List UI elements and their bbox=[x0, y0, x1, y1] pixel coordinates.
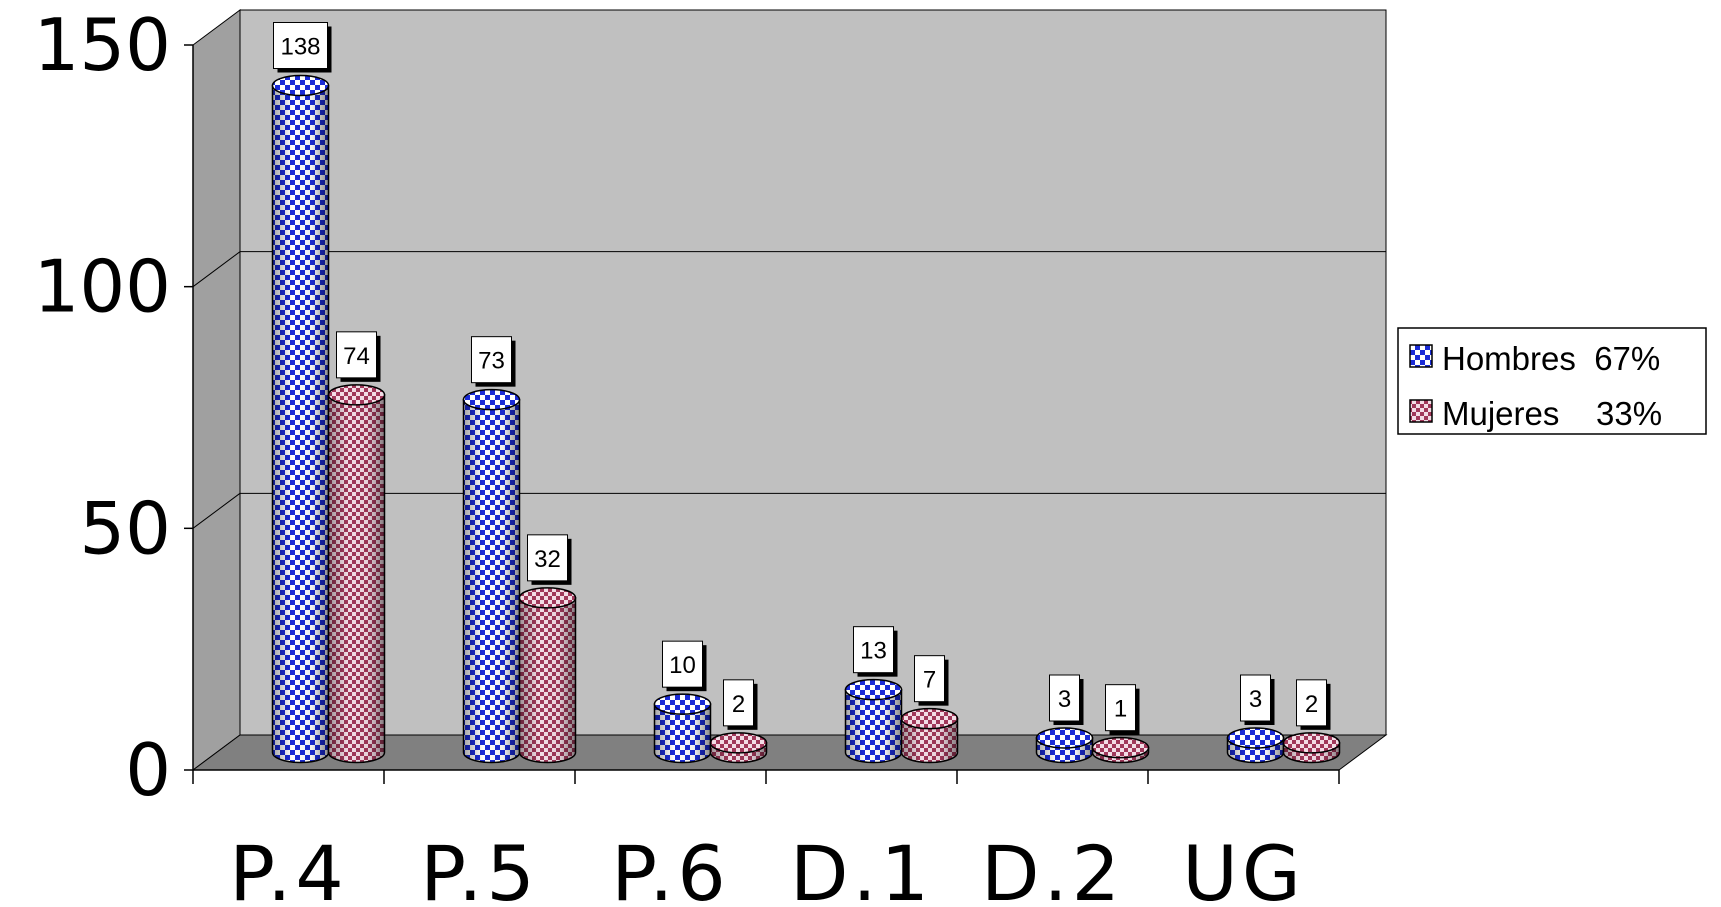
data-label-box bbox=[914, 655, 945, 703]
x-tick-label: P.6 bbox=[611, 829, 730, 907]
bar-shade bbox=[901, 718, 958, 763]
bar-shade bbox=[845, 689, 902, 763]
bar-top bbox=[1091, 736, 1150, 759]
bar-top bbox=[271, 74, 330, 97]
bar-top bbox=[327, 384, 386, 406]
bar-hombres-P.4 bbox=[271, 74, 330, 764]
data-label-hombres-P.5: 73 bbox=[471, 336, 516, 387]
bar-shade bbox=[519, 597, 576, 763]
bar-shade bbox=[328, 394, 385, 763]
bar-top bbox=[1226, 727, 1285, 749]
legend-box bbox=[1397, 327, 1707, 435]
x-tick-label: D.1 bbox=[790, 829, 933, 907]
gridline-side bbox=[192, 492, 241, 529]
gridline-side bbox=[192, 251, 241, 288]
bar-top bbox=[844, 678, 903, 701]
x-tick-label: P.5 bbox=[420, 829, 539, 907]
data-label-text: 74 bbox=[343, 343, 370, 370]
bar-hombres-P.5 bbox=[462, 388, 521, 764]
bar-top bbox=[1035, 727, 1094, 749]
bar-hombres-D.2 bbox=[1035, 727, 1094, 764]
data-label-mujeres-D.2: 1 bbox=[1105, 684, 1140, 735]
data-label-box bbox=[1105, 684, 1136, 732]
bar-top bbox=[900, 707, 959, 730]
bar-top bbox=[709, 732, 768, 754]
data-label-box bbox=[662, 640, 703, 688]
data-label-text: 1 bbox=[1114, 696, 1127, 723]
y-tick-label: 150 bbox=[34, 3, 171, 87]
data-label-mujeres-P.5: 32 bbox=[527, 534, 572, 585]
bar-shade bbox=[463, 399, 520, 763]
data-label-text: 2 bbox=[732, 691, 745, 718]
legend-label-mujeres: Mujeres 33% bbox=[1442, 395, 1662, 432]
axes bbox=[184, 44, 1340, 784]
gridlines bbox=[192, 251, 1386, 529]
bar-mujeres-UG bbox=[1282, 732, 1341, 764]
bar-mujeres-D.2 bbox=[1091, 736, 1150, 764]
data-label-box bbox=[1296, 679, 1327, 727]
data-label-hombres-UG: 3 bbox=[1240, 674, 1275, 725]
data-label-box bbox=[471, 336, 512, 384]
bar-top bbox=[1282, 732, 1341, 754]
data-label-box bbox=[273, 22, 328, 69]
bar-hombres-P.6 bbox=[653, 693, 712, 764]
bar-mujeres-P.5 bbox=[518, 587, 577, 764]
bar-top bbox=[518, 587, 577, 609]
bars bbox=[271, 74, 1341, 764]
data-label-text: 138 bbox=[280, 34, 320, 61]
y-tick-label: 50 bbox=[79, 486, 171, 570]
data-label-hombres-P.4: 138 bbox=[273, 22, 332, 73]
data-label-hombres-D.1: 13 bbox=[853, 626, 898, 677]
x-tick-labels: P.4 P.5 P.6 D.1 D.2 UG bbox=[229, 829, 1305, 907]
data-label-text: 2 bbox=[1305, 691, 1318, 718]
data-label-text: 32 bbox=[534, 546, 561, 573]
bar-hombres-UG bbox=[1226, 727, 1285, 764]
data-label-text: 13 bbox=[860, 638, 887, 665]
y-tick-label: 100 bbox=[34, 245, 171, 329]
data-label-box bbox=[1049, 674, 1080, 722]
data-label-mujeres-UG: 2 bbox=[1296, 679, 1331, 730]
data-label-text: 3 bbox=[1249, 686, 1262, 713]
x-tick-label: D.2 bbox=[981, 829, 1124, 907]
legend-label-hombres: Hombres 67% bbox=[1442, 340, 1660, 377]
bar-top bbox=[653, 693, 712, 715]
data-label-box bbox=[853, 626, 894, 674]
data-label-box bbox=[336, 331, 377, 379]
data-label-box bbox=[723, 679, 754, 727]
bar-shade bbox=[272, 85, 329, 763]
x-tick-label: UG bbox=[1182, 829, 1305, 907]
chart-back-wall bbox=[239, 9, 1387, 736]
data-label-text: 3 bbox=[1058, 686, 1071, 713]
bar-hombres-D.1 bbox=[844, 678, 903, 764]
data-label-mujeres-P.4: 74 bbox=[336, 331, 381, 382]
data-label-box bbox=[527, 534, 568, 582]
bar-shade bbox=[654, 704, 711, 763]
bar-mujeres-P.6 bbox=[709, 732, 768, 764]
data-label-hombres-P.6: 10 bbox=[662, 640, 707, 692]
y-tick-label: 0 bbox=[125, 728, 171, 812]
chart-side-wall bbox=[192, 9, 241, 771]
data-label-text: 73 bbox=[478, 348, 505, 375]
data-label-hombres-D.2: 3 bbox=[1049, 674, 1084, 725]
bar-mujeres-D.1 bbox=[900, 707, 959, 764]
bar-mujeres-P.4 bbox=[327, 384, 386, 764]
bar-top bbox=[462, 388, 521, 411]
data-label-mujeres-P.6: 2 bbox=[723, 679, 758, 730]
legend-swatch-hombres bbox=[1409, 344, 1433, 368]
data-label-text: 10 bbox=[669, 652, 696, 679]
data-label-mujeres-D.1: 7 bbox=[914, 655, 949, 706]
data-label-text: 7 bbox=[923, 667, 936, 694]
x-tick-label: P.4 bbox=[229, 829, 348, 907]
data-label-box bbox=[1240, 674, 1271, 722]
y-tick-labels: 0 50 100 150 bbox=[34, 3, 171, 812]
legend-swatch-mujeres bbox=[1409, 399, 1433, 423]
legend: Hombres 67% Mujeres 33% bbox=[1397, 327, 1707, 435]
